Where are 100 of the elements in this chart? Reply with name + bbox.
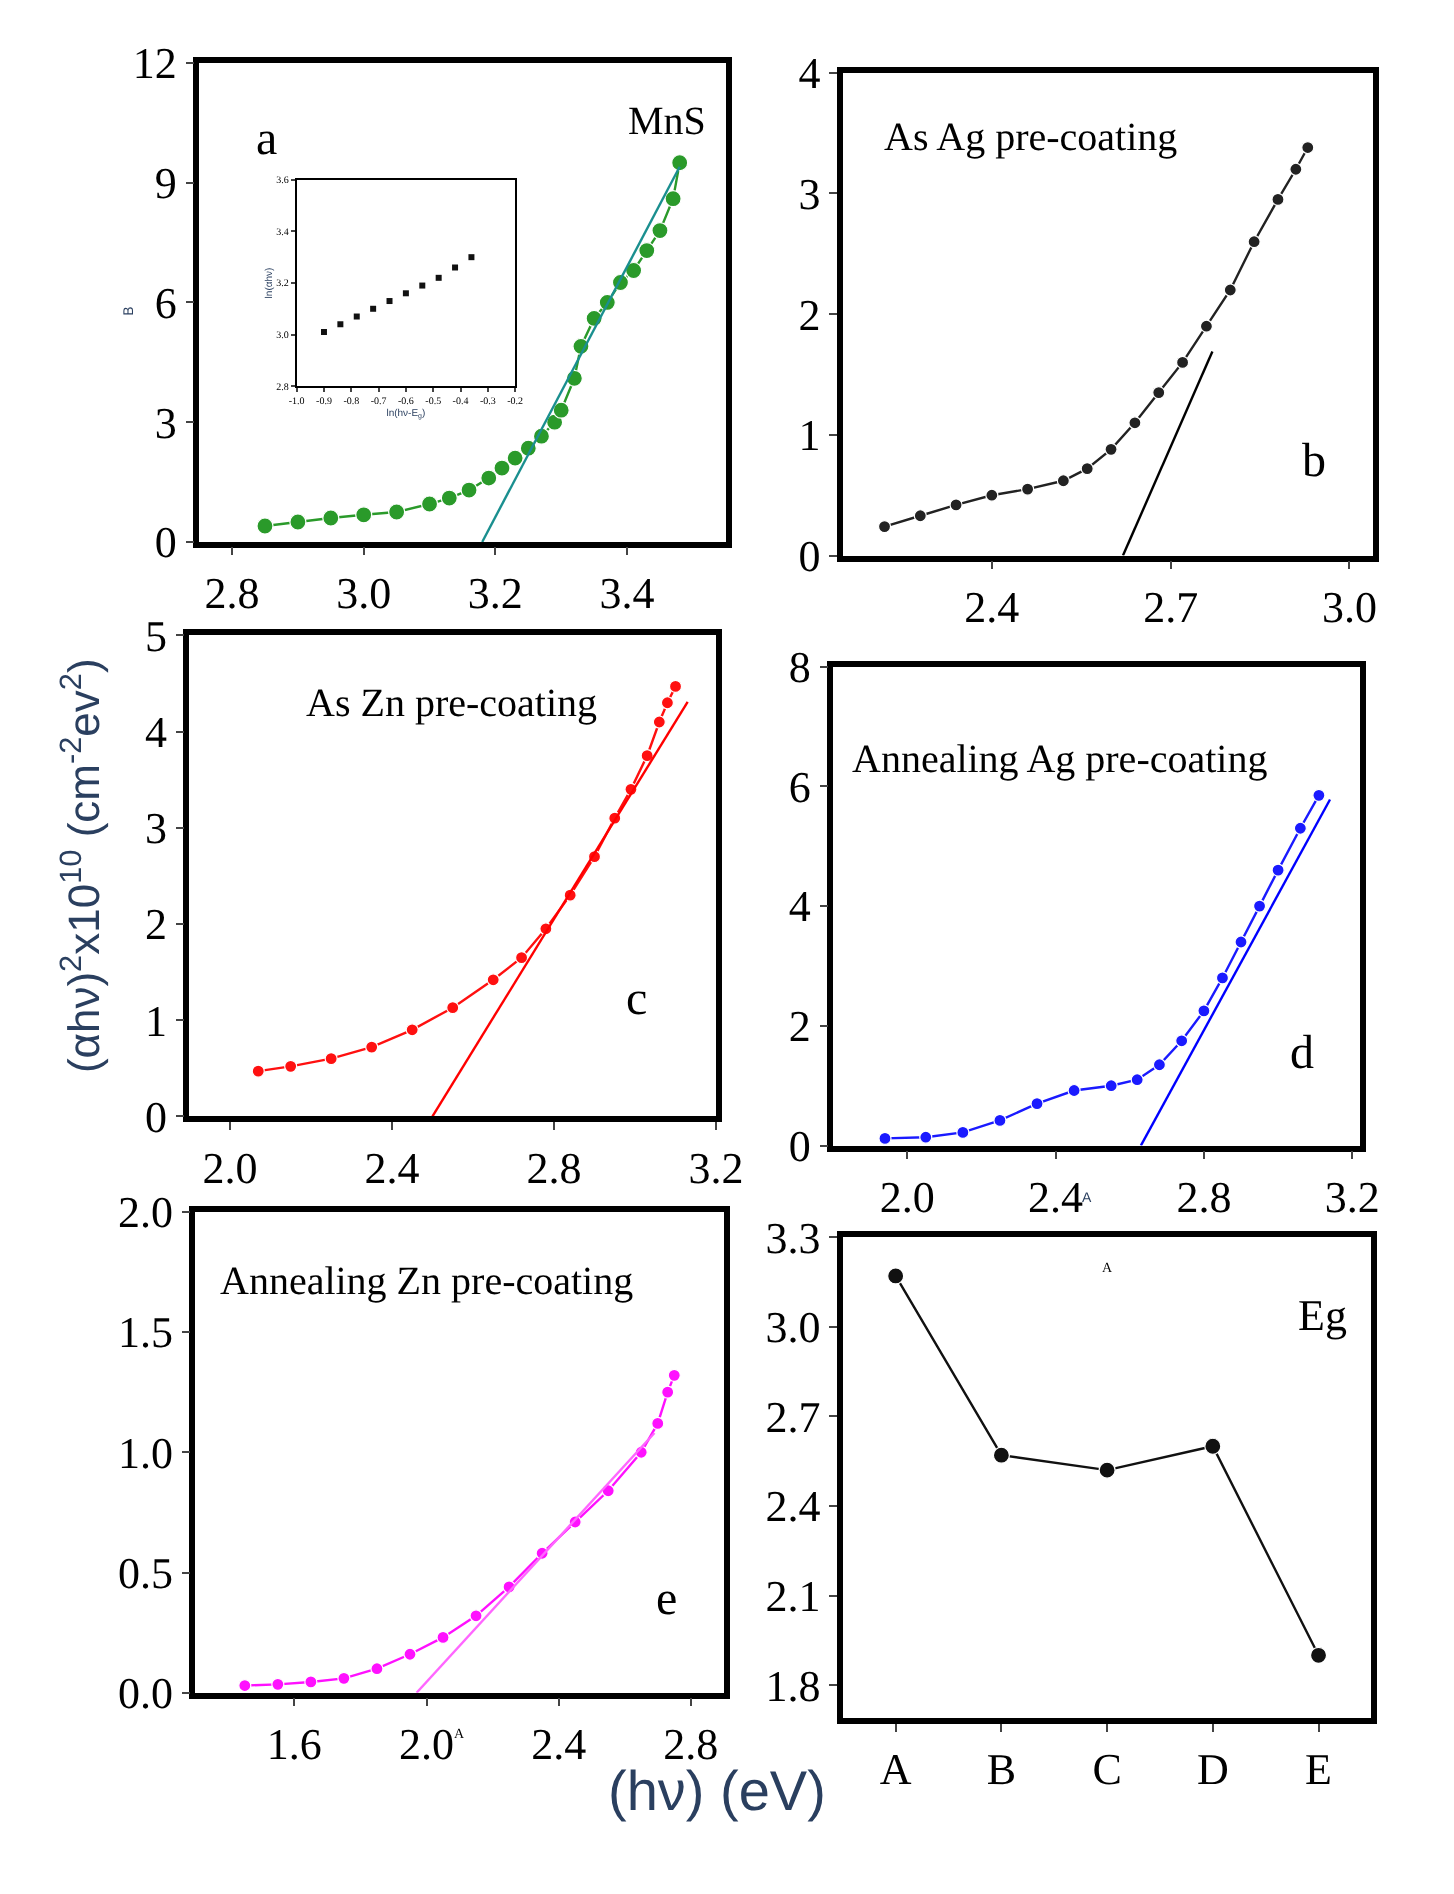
annotation: As Ag pre-coating [884, 116, 1178, 160]
x-tick-label: 3.2 [1324, 1171, 1380, 1222]
y-tick-label: 2 [798, 289, 821, 340]
y-tick-label: 4 [788, 881, 811, 932]
point [956, 1125, 970, 1140]
x-tick-label: 3.2 [467, 568, 523, 619]
point [919, 1130, 933, 1144]
y-tick-label: 3.3 [765, 1212, 821, 1263]
point [1104, 442, 1118, 456]
point [651, 222, 669, 240]
y-tick-label: 6 [788, 761, 811, 812]
point [514, 951, 529, 965]
point [949, 498, 963, 512]
point [1080, 462, 1094, 476]
point [1293, 821, 1307, 835]
point [256, 517, 274, 535]
point [1067, 1083, 1081, 1098]
point [386, 298, 393, 305]
annotation: MnS [628, 100, 706, 144]
point [435, 274, 442, 281]
point [320, 329, 327, 335]
x-tick-label: 2.0 [879, 1171, 935, 1222]
point [337, 321, 344, 328]
point [238, 1678, 252, 1693]
point [1128, 416, 1142, 430]
y-tick-label: 2.7 [765, 1391, 821, 1442]
annotation: Annealing Ag pre-coating [852, 738, 1268, 782]
point [664, 190, 682, 208]
point [419, 282, 426, 289]
point [667, 1368, 681, 1382]
x-tick-label: 2.7 [1143, 581, 1199, 632]
y-tick-label: 1 [798, 410, 821, 461]
point [651, 1416, 665, 1431]
point [993, 1113, 1007, 1128]
point [1197, 1004, 1211, 1018]
annotation: d [1290, 1028, 1314, 1080]
point [1175, 355, 1190, 370]
point [1152, 386, 1166, 400]
point [1247, 235, 1261, 249]
x-tick-label: 2.8 [526, 1142, 582, 1193]
annotation: a [256, 114, 278, 166]
point [625, 261, 643, 280]
point [1234, 935, 1248, 949]
x-tick-label: 2.4 [531, 1719, 587, 1770]
y-tick-label: 4 [798, 48, 821, 99]
point [1271, 863, 1285, 877]
point [887, 1267, 905, 1285]
point [1252, 899, 1267, 913]
x-tick-label: 1.6 [266, 1719, 322, 1770]
point [638, 241, 656, 260]
y-tick-label: 2 [145, 899, 168, 950]
point [304, 1675, 318, 1689]
y-tick-label: 0 [798, 530, 821, 581]
point [878, 1131, 892, 1145]
point [405, 1023, 419, 1037]
point [877, 520, 892, 534]
point [353, 313, 360, 320]
y-tick-label: 3 [154, 397, 177, 448]
annotation: b [1302, 436, 1326, 488]
point [1289, 162, 1303, 176]
y-tick-label: 3.0 [765, 1302, 821, 1353]
x-tick-label: C [1092, 1744, 1122, 1795]
point [480, 469, 498, 487]
point [1215, 971, 1230, 985]
annotation: c [626, 974, 648, 1026]
point [1312, 788, 1326, 802]
point [337, 1671, 351, 1685]
y-tick-label: 4 [145, 707, 168, 758]
point [402, 290, 409, 297]
point [1056, 474, 1070, 488]
y-tick-label: 2.1 [765, 1570, 821, 1621]
x-tick-label: 2.8 [1176, 1171, 1232, 1222]
point [640, 749, 654, 763]
point [1309, 1646, 1328, 1664]
point [1175, 1034, 1189, 1048]
point [446, 1001, 460, 1015]
y-tick-label: 0.5 [117, 1547, 173, 1598]
x-tick-label: 2.4 [964, 581, 1020, 632]
x-tick-label: 2.0 [202, 1142, 258, 1193]
x-tick-label: 3.4 [599, 568, 655, 619]
point [1098, 1461, 1116, 1479]
x-tick-label: A [879, 1744, 912, 1795]
point [992, 1446, 1010, 1464]
x-tick-label: 2.4 [1028, 1171, 1084, 1222]
annotation: e [656, 1574, 678, 1626]
y-tick-label: 0 [154, 517, 177, 568]
y-tick-label: 9 [154, 158, 177, 209]
point [251, 1064, 265, 1078]
x-tick-label: 3.0 [1321, 581, 1377, 632]
point [1130, 1073, 1144, 1087]
annotation: Annealing Zn pre-coating [220, 1260, 634, 1304]
point [506, 449, 524, 467]
x-tick-label: 3.2 [688, 1142, 744, 1193]
x-tick-label: 3.0 [336, 568, 392, 619]
point [355, 506, 373, 524]
y-tick-label: 0 [145, 1091, 168, 1142]
point [661, 1385, 675, 1399]
point [660, 696, 675, 710]
x-tick-label: 2.4 [364, 1142, 420, 1193]
annotation: Eg [1298, 1290, 1347, 1340]
